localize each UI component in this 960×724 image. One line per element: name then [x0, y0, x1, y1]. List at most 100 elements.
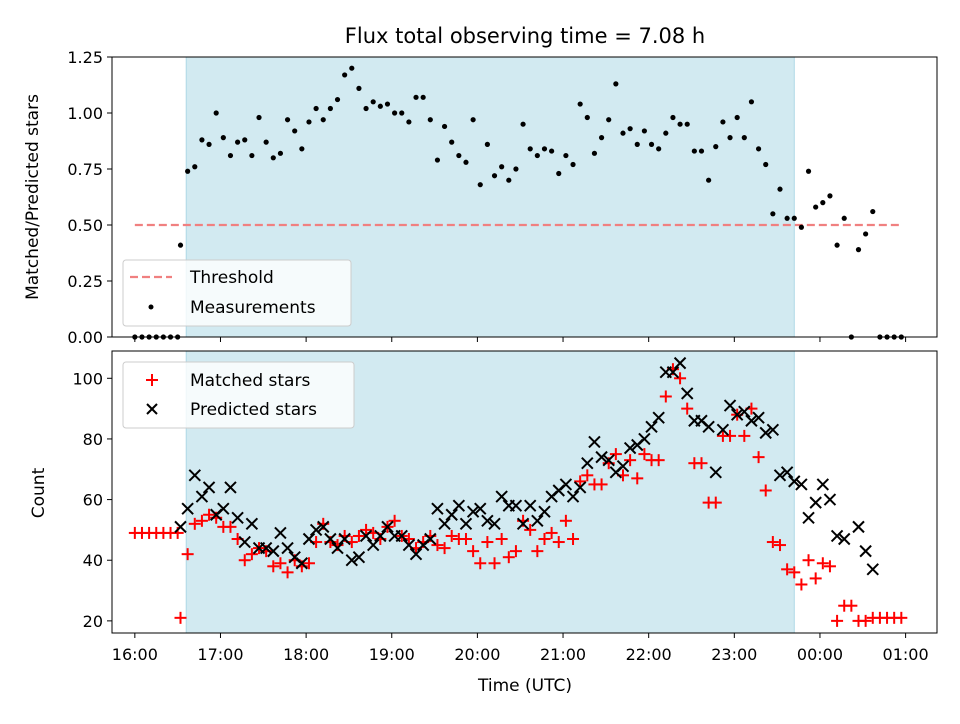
matched-star-point [238, 554, 251, 567]
measurement-point [320, 117, 326, 123]
predicted-star-point [509, 499, 523, 512]
predicted-star-point [531, 514, 544, 528]
measurements-legend-handle [148, 304, 154, 310]
predicted-star-point [281, 541, 294, 555]
count-y-ticks: 20 40 60 80 100 [72, 369, 112, 631]
predicted-star-point [424, 532, 437, 546]
matched-star-point [674, 372, 687, 385]
predicted-star-point [538, 505, 551, 518]
matched-star-point [524, 523, 537, 536]
measurement-point [363, 105, 369, 112]
matched-star-point [388, 514, 401, 527]
predicted-star-point [295, 557, 309, 570]
time-tick-label: 21:00 [540, 645, 586, 664]
ratio-legend: Threshold Measurements [122, 259, 352, 327]
measurement-point [691, 148, 697, 154]
matched-star-point [467, 545, 480, 558]
predicted-star-point [374, 529, 387, 543]
ratio-y-axis-label: Matched/Predicted stars [23, 94, 43, 300]
measurement-point [727, 135, 733, 141]
time-tick-label: 22:00 [626, 645, 672, 664]
measurement-point [577, 101, 583, 107]
predicted-star-point [816, 478, 830, 491]
predicted-star-point [673, 356, 687, 370]
predicted-star-point [452, 499, 466, 512]
measurement-point [277, 150, 284, 156]
predicted-star-point [581, 456, 594, 470]
measurement-point [805, 168, 812, 174]
measurement-point [841, 215, 847, 221]
predicted-star-point [588, 435, 601, 449]
predicted-star-point [638, 432, 651, 446]
measurement-point [820, 200, 826, 206]
measurement-point [734, 114, 740, 121]
predicted-star-point [317, 520, 330, 534]
matched-star-point [502, 551, 515, 564]
matched-legend-label: Matched stars [190, 371, 310, 391]
measurement-point [456, 152, 462, 159]
count-panel: 16:00 17:00 18:00 19:00 20:00 21:00 22:00 23:00… [29, 350, 938, 696]
measurement-point [620, 130, 626, 136]
measurement-point [334, 96, 341, 103]
matched-star-point [816, 557, 829, 570]
predicted-star-point [852, 520, 865, 534]
matched-star-point [360, 523, 373, 536]
predicted-star-point [431, 502, 444, 515]
matched-star-point [652, 454, 665, 467]
measurement-point [534, 152, 540, 159]
measurement-point [413, 94, 419, 100]
measurement-point [313, 105, 319, 112]
measurement-point [670, 114, 676, 121]
measurement-point [484, 141, 490, 147]
predicted-star-point [195, 490, 209, 503]
predicted-star-point [359, 529, 373, 543]
predicted-star-point [866, 563, 879, 576]
matched-star-point [445, 529, 458, 542]
measurement-point [763, 161, 769, 168]
predicted-star-point [809, 496, 822, 509]
measurement-point [741, 135, 747, 141]
predicted-star-point [795, 478, 808, 491]
matched-star-point [638, 448, 651, 461]
measurement-point [491, 173, 498, 179]
matched-star-point [724, 429, 737, 442]
measurement-point [513, 166, 519, 172]
measurement-point [213, 110, 219, 116]
measurement-point [235, 139, 241, 145]
predicted-star-point [823, 493, 837, 506]
predicted-legend-label: Predicted stars [190, 400, 317, 420]
predicted-star-point [238, 535, 251, 549]
predicted-star-point [202, 481, 216, 494]
predicted-star-point [516, 517, 530, 531]
measurement-point [299, 146, 305, 152]
matched-star-point [495, 533, 508, 545]
predicted-legend-handle [146, 403, 158, 415]
predicted-star-point [723, 399, 737, 412]
measurement-point [591, 150, 598, 156]
matched-star-point [809, 572, 822, 585]
matched-star-point [509, 545, 522, 558]
predicted-star-point [652, 411, 665, 424]
ratio-tick-label: 1.25 [67, 48, 103, 67]
measurement-point [520, 121, 526, 127]
matched-star-point [431, 539, 444, 552]
matched-star-point [552, 536, 565, 549]
time-tick-label: 17:00 [197, 645, 243, 664]
predicted-star-point [466, 505, 480, 518]
matched-star-point [245, 548, 258, 561]
time-tick-label: 01:00 [883, 645, 929, 664]
measurement-point [713, 144, 719, 150]
matched-star-point [695, 457, 708, 470]
time-x-axis-label: Time (UTC) [477, 676, 572, 696]
measurement-point [499, 164, 505, 170]
measurement-point [855, 247, 862, 253]
predicted-star-point [573, 481, 587, 494]
predicted-star-point [716, 423, 730, 437]
measurement-point [284, 117, 291, 123]
predicted-star-point [402, 538, 416, 552]
predicted-star-point [481, 514, 494, 528]
predicted-star-point [309, 523, 323, 537]
predicted-star-point [838, 532, 851, 546]
measurement-point [342, 72, 348, 78]
measurement-point [270, 155, 276, 161]
